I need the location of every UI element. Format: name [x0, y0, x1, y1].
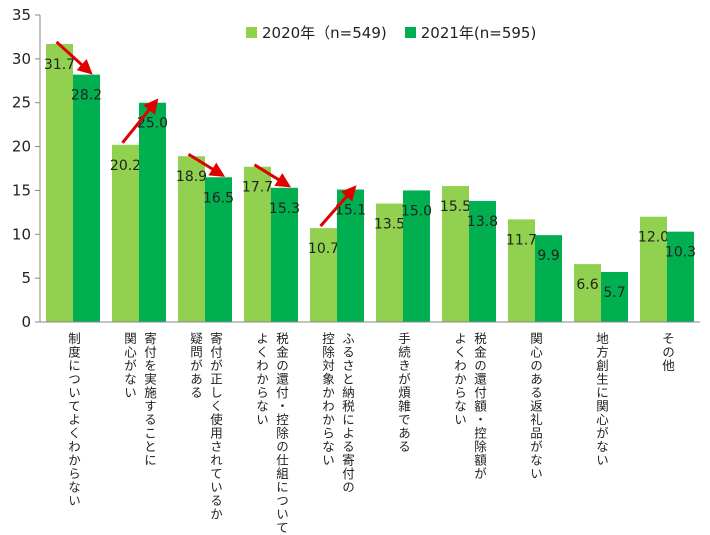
change-arrow-0 [55, 40, 93, 75]
bar-2021-0 [73, 74, 100, 322]
category-label-2: 寄付が正しく使用されているか 疑問がある [175, 332, 235, 521]
category-label-line: 控除対象かわからない [320, 332, 335, 467]
category-label-line: ふるさと納税による寄付の [340, 332, 355, 494]
y-tick-label-2: 10 [12, 225, 31, 243]
category-label-line: 関心がない [122, 332, 137, 400]
data-label-2021-0: 28.2 [71, 88, 102, 104]
data-label-2021-2: 16.5 [203, 190, 234, 206]
category-label-line: よくわからない [452, 332, 467, 427]
category-label-8: 地方創生に関心がない [571, 332, 631, 514]
category-label-3: 税金の還付・控除の仕組について よくわからない [241, 332, 301, 535]
bar-2020-4 [310, 228, 337, 322]
bar-2021-7 [535, 235, 562, 322]
bar-2021-9 [667, 231, 694, 322]
category-label-line: 寄付を実施することに [142, 332, 157, 467]
data-label-2021-8: 5.7 [603, 285, 625, 301]
bar-2020-3 [244, 166, 271, 322]
bar-2020-7 [508, 219, 535, 322]
change-arrow-1 [121, 98, 159, 144]
legend-swatch-2021 [404, 27, 416, 38]
y-tick-label-6: 30 [12, 50, 31, 68]
y-tick-label-0: 0 [21, 313, 31, 331]
change-arrow-3 [253, 163, 292, 188]
bar-2020-5 [376, 203, 403, 322]
bar-2020-1 [112, 144, 139, 322]
legend-label-2020: 2020年（n=549) [262, 24, 387, 42]
change-arrow-2 [187, 152, 226, 177]
bar-2021-5 [403, 190, 430, 322]
bar-2020-9 [640, 216, 667, 322]
category-label-line: 税金の還付額・控除額が [472, 332, 487, 481]
category-label-line: 税金の還付・控除の仕組について [274, 332, 289, 535]
data-label-2021-5: 15.0 [401, 203, 432, 219]
category-label-line: 寄付が正しく使用されているか [208, 332, 223, 521]
bar-2020-2 [178, 156, 205, 322]
data-label-2020-4: 10.7 [308, 241, 339, 257]
data-label-2020-5: 13.5 [374, 217, 405, 233]
y-tick-label-7: 35 [12, 6, 31, 24]
legend-label-2021: 2021年(n=595) [420, 24, 537, 42]
bar-chart: 0 5 10 15 20 25 30 35 31.7 28.2 20.2 25.0 18.9 16.5 17… [12, 6, 700, 331]
y-tick-label-1: 5 [21, 269, 31, 287]
data-label-2020-1: 20.2 [110, 158, 141, 174]
data-label-2021-4: 15.1 [335, 203, 366, 219]
category-label-6: 税金の還付額・控除額が よくわからない [439, 332, 499, 514]
legend-item-2021: 2021年(n=595) [404, 22, 537, 43]
category-label-1: 寄付を実施することに 関心がない [109, 332, 169, 514]
bar-2021-8 [601, 272, 628, 322]
legend-item-2020: 2020年（n=549) [246, 22, 387, 43]
bar-2020-6 [442, 186, 469, 322]
data-label-2021-3: 15.3 [269, 201, 300, 217]
bar-2021-4 [337, 189, 364, 322]
category-label-line: 制度についてよくわからない [66, 332, 81, 508]
category-label-4: ふるさと納税による寄付の 控除対象かわからない [307, 332, 367, 514]
category-label-line: 関心のある返礼品がない [528, 332, 543, 481]
category-label-line: よくわからない [254, 332, 269, 427]
data-label-2021-6: 13.8 [467, 214, 498, 230]
data-label-2020-9: 12.0 [638, 230, 669, 246]
data-label-2020-7: 11.7 [506, 232, 537, 248]
y-tick-label-5: 25 [12, 94, 31, 112]
data-label-2020-2: 18.9 [176, 169, 207, 185]
data-label-2020-3: 17.7 [242, 180, 273, 196]
category-label-9: その他 [637, 332, 697, 514]
data-label-2020-6: 15.5 [440, 199, 471, 215]
bar-2021-6 [469, 200, 496, 322]
data-label-2021-7: 9.9 [537, 248, 559, 264]
data-label-2020-8: 6.6 [576, 277, 598, 293]
bar-2021-1 [139, 102, 166, 322]
data-label-2020-0: 31.7 [44, 57, 75, 73]
data-label-2021-1: 25.0 [137, 116, 168, 132]
legend-swatch-2020 [246, 27, 257, 38]
change-arrow-4 [319, 185, 357, 228]
category-label-line: 地方創生に関心がない [594, 332, 609, 467]
category-label-5: 手続きが煩雑である [373, 332, 433, 514]
bar-2021-2 [205, 177, 232, 322]
data-label-2021-9: 10.3 [665, 245, 696, 261]
category-label-line: 疑問がある [188, 332, 203, 400]
bar-2021-3 [271, 187, 298, 322]
y-tick-label-4: 20 [12, 138, 31, 156]
y-tick-label-3: 15 [12, 181, 31, 199]
category-label-line: その他 [660, 332, 675, 373]
category-label-0: 制度についてよくわからない [43, 332, 103, 514]
bar-2020-8 [574, 264, 601, 322]
category-label-line: 手続きが煩雑である [396, 332, 411, 454]
bar-2020-0 [46, 43, 73, 323]
category-label-7: 関心のある返礼品がない [505, 332, 565, 514]
chart-legend: 2020年（n=549) 2021年(n=595) [246, 22, 554, 43]
